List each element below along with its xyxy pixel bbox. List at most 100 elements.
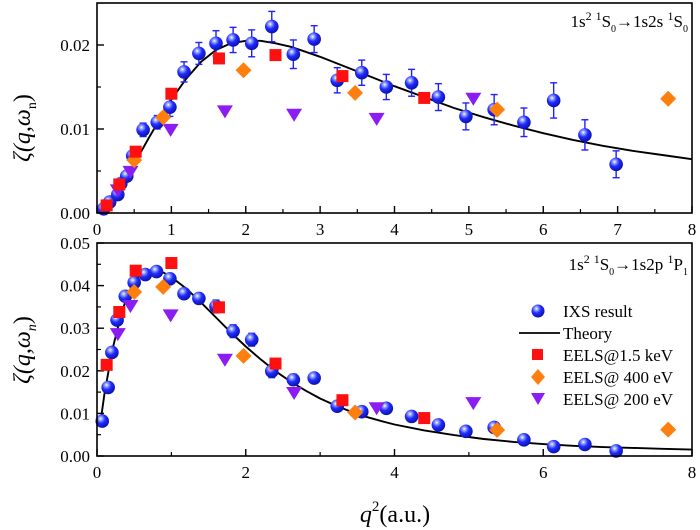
legend-label: Theory	[563, 324, 613, 343]
legend: IXS result Theory EELS@1.5 keV EELS@ 400…	[519, 302, 674, 409]
legend-label: EELS@ 200 eV	[563, 390, 674, 409]
ixs-point	[226, 33, 240, 47]
y-tick-label: 0.00	[60, 447, 90, 466]
ylabel-sub: n	[25, 102, 40, 109]
top-y-tick-labels: 0.00 0.01 0.02	[60, 36, 90, 223]
annotation-sup: 2	[586, 9, 592, 23]
bottom-x-tick-labels: 0 2 4 6 8	[93, 463, 697, 482]
eels-200ev-point	[368, 112, 385, 126]
ylabel-close: )	[10, 94, 36, 102]
ixs-point	[546, 439, 561, 454]
legend-triangle-marker	[531, 393, 545, 405]
annotation-sub: 0	[683, 24, 688, 35]
eels-1-5kev-point	[165, 87, 178, 100]
legend-item-eels-200ev: EELS@ 200 eV	[531, 390, 674, 409]
eels-1-5kev-point	[336, 70, 349, 83]
x-tick-label: 0	[93, 220, 102, 239]
x-tick-label: 1	[167, 220, 176, 239]
top-plot-frame	[96, 2, 693, 214]
annotation-sup: 2	[584, 252, 590, 266]
legend-label: EELS@ 400 eV	[563, 368, 674, 387]
legend-item-ixs: IXS result	[531, 302, 633, 321]
ixs-point	[404, 409, 419, 424]
eels-1-5kev-point	[418, 91, 431, 104]
xlabel-sup: 2	[372, 499, 380, 515]
ixs-point	[578, 128, 592, 142]
eels-200ev-point	[122, 300, 139, 314]
ixs-point	[177, 65, 191, 79]
x-tick-label: 5	[465, 220, 474, 239]
x-tick-label: 2	[242, 463, 251, 482]
x-tick-label: 8	[688, 463, 697, 482]
y-tick-label: 0.05	[60, 234, 90, 253]
x-tick-label: 8	[688, 220, 697, 239]
eels-400ev-point	[489, 422, 506, 439]
ylabel-close: )	[10, 316, 36, 324]
ixs-point	[286, 47, 301, 62]
top-data-marks	[96, 10, 677, 216]
eels-400ev-point	[126, 283, 143, 300]
eels-1-5kev-point	[129, 145, 142, 158]
ylabel-main: ζ(q,ω	[10, 109, 36, 162]
annotation-main: 1s	[570, 12, 585, 31]
annotation-sup: 1	[668, 252, 674, 266]
eels-400ev-point	[347, 84, 364, 101]
xlabel-units: (a.u.)	[379, 502, 430, 528]
ixs-point	[379, 80, 394, 94]
x-tick-label: 3	[316, 220, 325, 239]
eels-1-5kev-point	[129, 264, 142, 277]
ylabel-sub: n	[25, 324, 40, 331]
annotation-term: S	[602, 12, 611, 31]
legend-ixs-marker	[531, 304, 545, 318]
ixs-point	[226, 324, 240, 338]
ixs-point	[459, 424, 473, 439]
y-tick-label: 0.04	[60, 277, 90, 296]
y-tick-label: 0.01	[60, 404, 90, 423]
eels-1-5kev-point	[418, 412, 431, 425]
eels-1-5kev-point	[100, 358, 113, 371]
annotation-main: 1s	[569, 255, 584, 274]
ixs-point	[354, 65, 369, 80]
eels-1-5kev-point	[269, 357, 282, 370]
y-tick-label: 0.02	[60, 362, 90, 381]
ixs-point	[101, 380, 115, 395]
x-tick-label: 6	[539, 220, 548, 239]
eels-400ev-point	[155, 109, 172, 126]
x-tick-label: 0	[93, 463, 102, 482]
y-tick-label: 0.02	[60, 36, 90, 55]
ixs-point	[431, 90, 446, 104]
y-tick-label: 0.00	[60, 204, 90, 223]
ixs-point	[609, 157, 623, 172]
legend-item-theory: Theory	[519, 324, 613, 343]
ixs-point	[192, 291, 206, 306]
top-transition-annotation: 1s2 1S0→1s2s 1S0	[570, 9, 688, 35]
ixs-point	[244, 36, 259, 51]
eels-1-5kev-point	[165, 257, 178, 270]
annotation-term: S	[600, 255, 609, 274]
legend-item-eels-1-5kev: EELS@1.5 keV	[532, 346, 674, 365]
eels-1-5kev-point	[113, 178, 126, 191]
bottom-plot-frame	[96, 242, 693, 457]
annotation-sup: 1	[596, 9, 602, 23]
eels-200ev-point	[286, 108, 303, 122]
ixs-point	[264, 19, 279, 34]
x-tick-label: 2	[242, 220, 251, 239]
eels-1-5kev-point	[100, 199, 113, 212]
ixs-point	[517, 433, 531, 447]
top-x-tick-labels: 0 1 2 3 4 5 6 7 8	[93, 220, 697, 239]
annotation-arrow: →1s2s	[616, 12, 667, 31]
eels-200ev-point	[162, 123, 179, 137]
eels-1-5kev-point	[269, 49, 282, 62]
annotation-term: P	[674, 255, 683, 274]
eels-400ev-point	[660, 90, 677, 107]
annotation-arrow: →1s2p	[614, 255, 667, 274]
annotation-sub: 0	[609, 267, 614, 278]
bottom-transition-annotation: 1s2 1S0→1s2p 1P1	[569, 252, 688, 278]
eels-400ev-point	[347, 404, 364, 421]
eels-200ev-point	[162, 309, 179, 323]
legend-diamond-marker	[531, 369, 545, 385]
eels-1-5kev-point	[336, 394, 349, 407]
eels-200ev-point	[122, 165, 139, 179]
annotation-sub: 1	[683, 267, 688, 278]
